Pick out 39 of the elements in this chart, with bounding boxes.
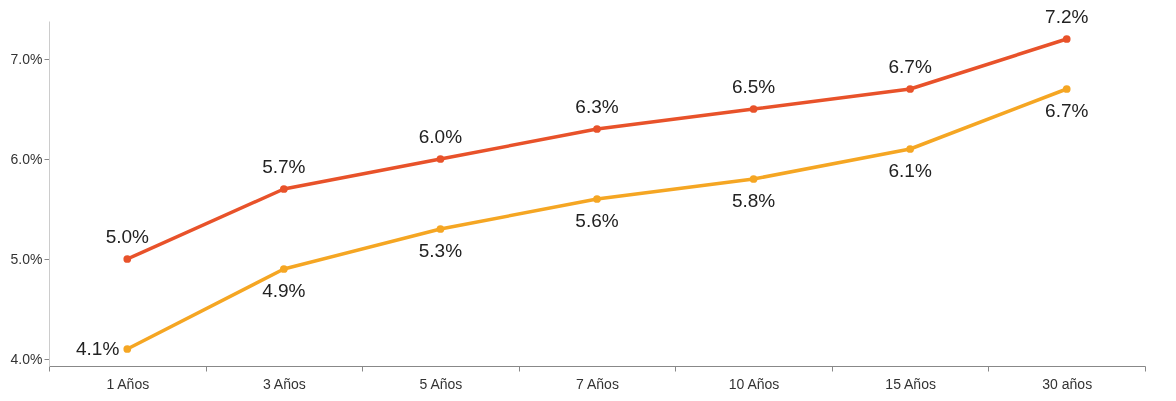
- y-tick-label: 4.0%: [10, 350, 43, 367]
- data-label: 5.3%: [418, 240, 463, 261]
- x-tick-label: 30 años: [1042, 375, 1093, 392]
- data-label: 6.1%: [888, 160, 932, 181]
- data-label: 6.5%: [731, 76, 776, 97]
- y-tick-label: 6.0%: [10, 150, 43, 167]
- point: [279, 265, 288, 273]
- x-tick-label: 1 Años: [106, 375, 150, 392]
- data-label: 6.0%: [418, 126, 463, 147]
- data-label: 4.9%: [262, 280, 306, 301]
- point: [123, 345, 132, 353]
- x-tick-label: 10 Años: [728, 375, 780, 392]
- data-label: 5.7%: [262, 156, 306, 177]
- data-label: 6.3%: [575, 96, 619, 117]
- point: [1062, 35, 1071, 43]
- point: [436, 225, 445, 233]
- x-tick-label: 7 Años: [576, 375, 619, 392]
- data-label: 5.6%: [575, 210, 619, 231]
- point: [436, 155, 445, 163]
- x-tick-label: 15 Años: [885, 375, 936, 392]
- point: [123, 255, 132, 263]
- data-label: 5.8%: [731, 190, 776, 211]
- data-label: 6.7%: [1045, 100, 1089, 121]
- point: [279, 185, 288, 193]
- data-label: 6.7%: [888, 56, 932, 77]
- point: [593, 195, 601, 203]
- y-tick-label: 7.0%: [10, 50, 43, 67]
- point: [906, 145, 915, 153]
- data-label: 5.0%: [105, 226, 150, 247]
- point: [1062, 85, 1071, 93]
- point: [749, 105, 758, 113]
- data-label: 7.2%: [1045, 6, 1089, 27]
- y-tick-label: 5.0%: [10, 250, 43, 267]
- x-tick-label: 3 Años: [262, 375, 306, 392]
- point: [749, 175, 758, 183]
- point: [593, 125, 601, 133]
- data-label: 4.1%: [75, 338, 120, 359]
- x-tick-label: 5 Años: [419, 375, 463, 392]
- point: [906, 85, 915, 93]
